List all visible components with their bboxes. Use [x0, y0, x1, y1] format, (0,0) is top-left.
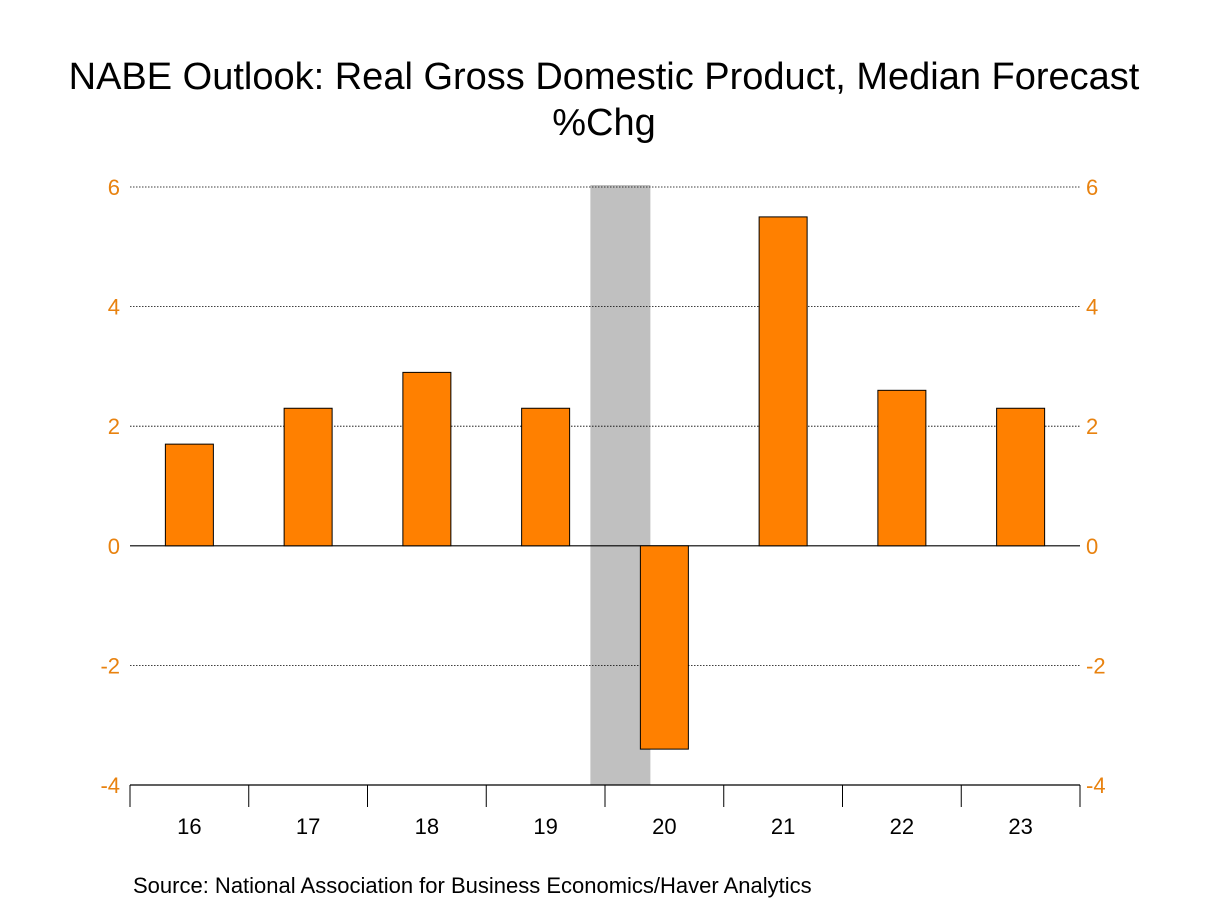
bar [758, 216, 808, 547]
y-tick-label-right: -4 [1086, 773, 1106, 798]
x-tick-label: 19 [533, 814, 557, 839]
bar [402, 371, 452, 547]
y-tick-label-left: 6 [108, 175, 120, 200]
y-tick-label-right: 6 [1086, 175, 1098, 200]
y-tick-label-left: 2 [108, 414, 120, 439]
y-tick-label-left: 0 [108, 534, 120, 559]
bar [639, 545, 689, 750]
y-tick-label-right: 4 [1086, 295, 1098, 320]
chart-subtitle: %Chg [552, 102, 656, 144]
y-tick-label-right: 2 [1086, 414, 1098, 439]
bar [996, 407, 1046, 547]
y-tick-label-left: -2 [100, 653, 120, 678]
y-tick-label-left: -4 [100, 773, 120, 798]
bar [877, 389, 927, 547]
x-tick-label: 20 [652, 814, 676, 839]
y-tick-label-right: -2 [1086, 653, 1106, 678]
bar [521, 407, 571, 547]
y-tick-label-right: 0 [1086, 534, 1098, 559]
x-tick-label: 21 [771, 814, 795, 839]
x-tick-label: 22 [890, 814, 914, 839]
x-tick-label: 18 [415, 814, 439, 839]
y-tick-label-left: 4 [108, 295, 120, 320]
x-tick-label: 17 [296, 814, 320, 839]
chart-title: NABE Outlook: Real Gross Domestic Produc… [68, 56, 1140, 98]
bar [283, 407, 333, 547]
x-tick-label: 16 [177, 814, 201, 839]
x-tick-label: 23 [1008, 814, 1032, 839]
bar [164, 443, 214, 547]
source-note: Source: National Association for Busines… [133, 873, 812, 898]
